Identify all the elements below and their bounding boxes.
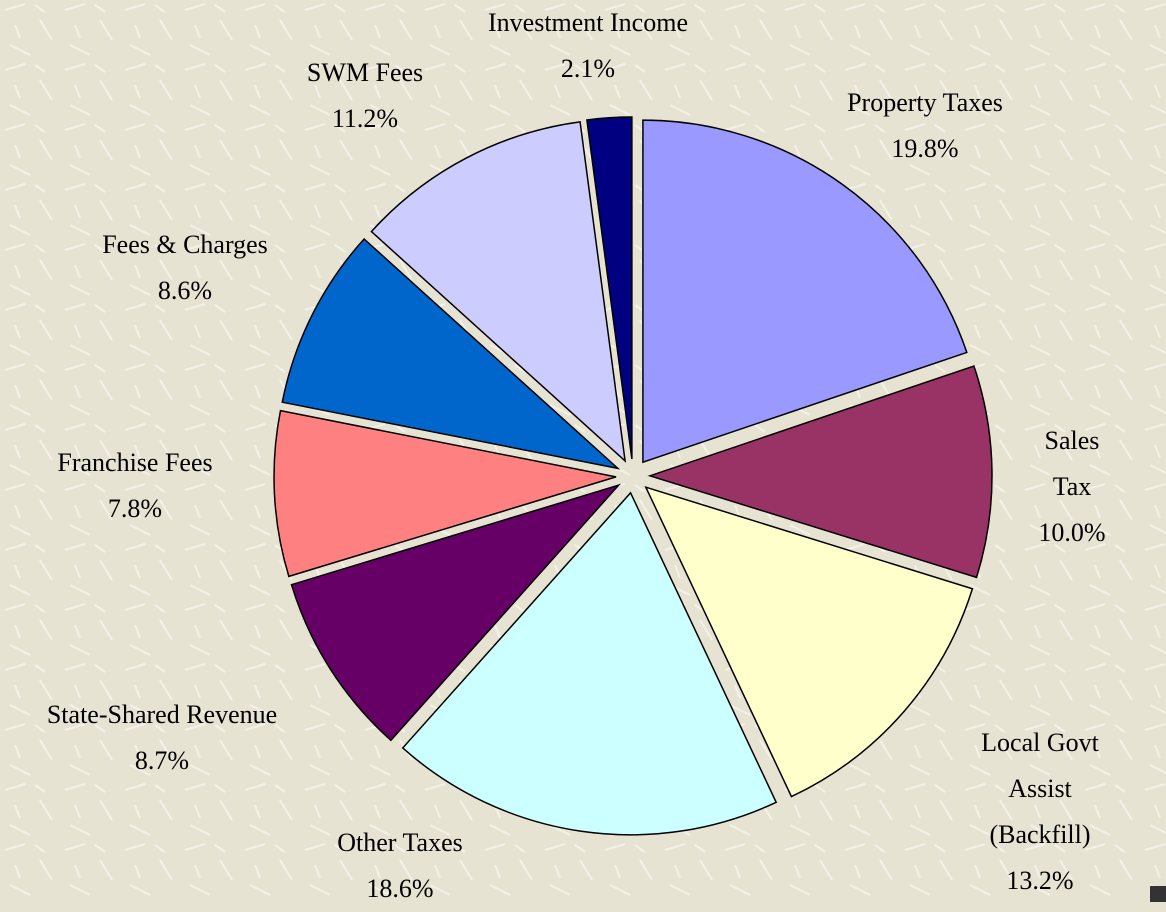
slice-label: Fees & Charges 8.6% [102, 222, 268, 314]
value-label: 11.2% [331, 104, 399, 133]
pie-slice [647, 365, 993, 579]
pie-slice [370, 121, 627, 463]
value-label: 18.6% [366, 874, 434, 903]
pie-slice [642, 119, 968, 464]
category-name: State-Shared Revenue [46, 700, 278, 729]
value-label: 13.2% [1006, 866, 1074, 895]
category-name: Franchise Fees [57, 448, 213, 477]
category-name: Investment Income [488, 8, 688, 37]
value-label: 2.1% [560, 54, 616, 83]
value-label: 19.8% [891, 134, 959, 163]
pie-slice [281, 237, 621, 470]
value-label: 10.0% [1038, 518, 1106, 547]
category-name: Other Taxes [337, 828, 463, 857]
category-name: Fees & Charges [102, 230, 268, 259]
slice-label: Sales Tax 10.0% [1025, 418, 1119, 556]
slice-label: Local Govt Assist (Backfill) 13.2% [977, 720, 1103, 904]
slice-label: Property Taxes 19.8% [847, 80, 1003, 172]
value-label: 7.8% [107, 494, 163, 523]
value-label: 8.7% [134, 746, 190, 775]
slice-label: Investment Income 2.1% [488, 0, 688, 92]
slice-label: Other Taxes 18.6% [337, 820, 463, 912]
pie-slice [586, 116, 633, 460]
corner-square [1150, 886, 1166, 902]
slice-label: SWM Fees 11.2% [307, 50, 423, 142]
category-name: Property Taxes [847, 88, 1003, 117]
category-name: Sales Tax [1044, 426, 1100, 501]
slice-label: State-Shared Revenue 8.7% [47, 692, 277, 784]
pie-slice [401, 491, 778, 836]
pie-slice [290, 483, 622, 742]
slice-label: Franchise Fees 7.8% [57, 440, 212, 532]
pie-slice [273, 409, 617, 578]
value-label: 8.6% [157, 276, 213, 305]
category-name: SWM Fees [306, 58, 424, 87]
pie-slice [644, 485, 974, 798]
category-name: Local Govt Assist (Backfill) [981, 728, 1099, 849]
